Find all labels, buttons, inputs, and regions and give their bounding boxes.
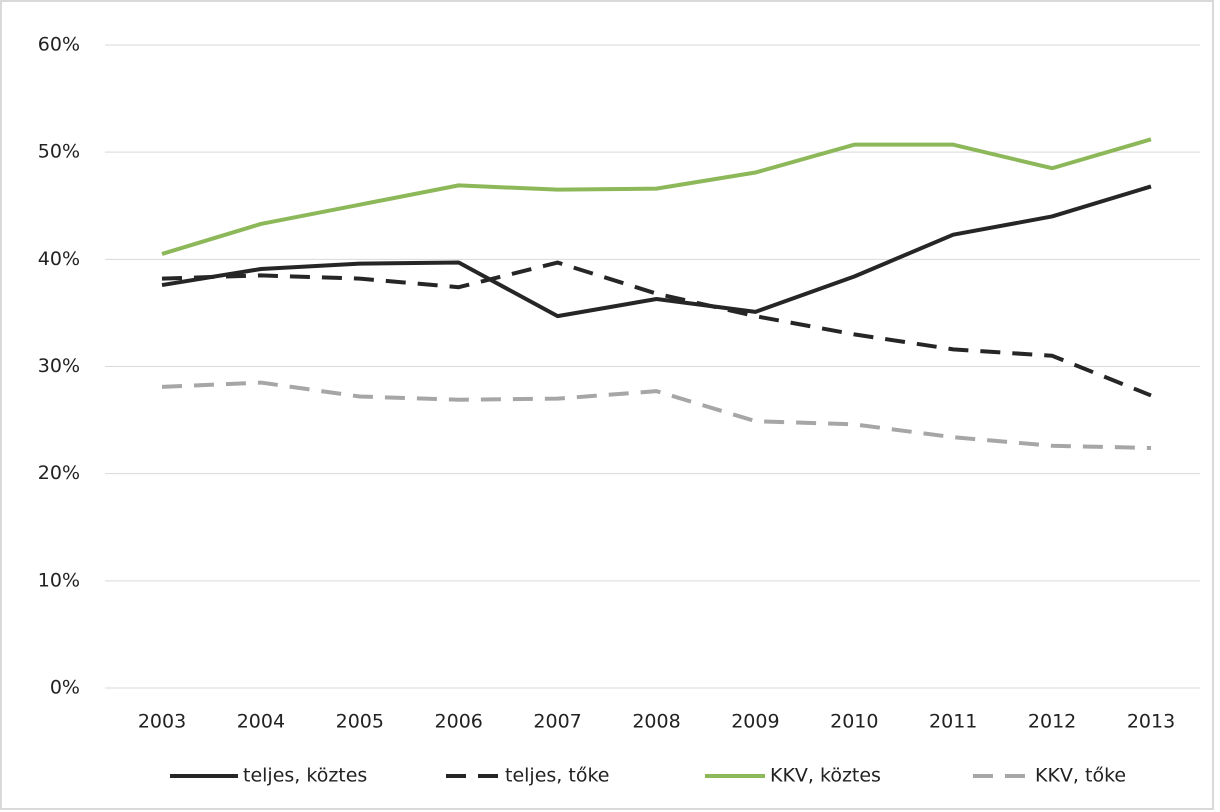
series-line xyxy=(161,260,1152,398)
x-tick-label: 2005 xyxy=(336,711,384,733)
y-tick-label: 0% xyxy=(50,677,80,699)
y-tick-label: 60% xyxy=(38,34,80,56)
x-tick-label: 2009 xyxy=(731,711,779,733)
x-tick-label: 2006 xyxy=(435,711,483,733)
series-line xyxy=(161,184,1152,319)
x-tick-label: 2004 xyxy=(237,711,285,733)
legend-label: KKV, köztes xyxy=(770,765,881,787)
x-tick-label: 2003 xyxy=(138,711,186,733)
legend-label: KKV, tőke xyxy=(1035,765,1126,787)
x-tick-label: 2013 xyxy=(1127,711,1175,733)
x-tick-label: 2012 xyxy=(1028,711,1076,733)
series-line xyxy=(161,380,1152,450)
series-line xyxy=(161,137,1152,256)
y-tick-label: 40% xyxy=(38,248,80,270)
x-tick-label: 2008 xyxy=(632,711,680,733)
y-tick-label: 30% xyxy=(38,355,80,377)
y-tick-label: 20% xyxy=(38,462,80,484)
x-tick-label: 2011 xyxy=(929,711,977,733)
x-tick-label: 2010 xyxy=(830,711,878,733)
legend-label: teljes, tőke xyxy=(505,765,609,787)
y-tick-label: 50% xyxy=(38,141,80,163)
x-tick-label: 2007 xyxy=(533,711,581,733)
legend-label: teljes, köztes xyxy=(243,765,367,787)
y-tick-label: 10% xyxy=(38,569,80,591)
